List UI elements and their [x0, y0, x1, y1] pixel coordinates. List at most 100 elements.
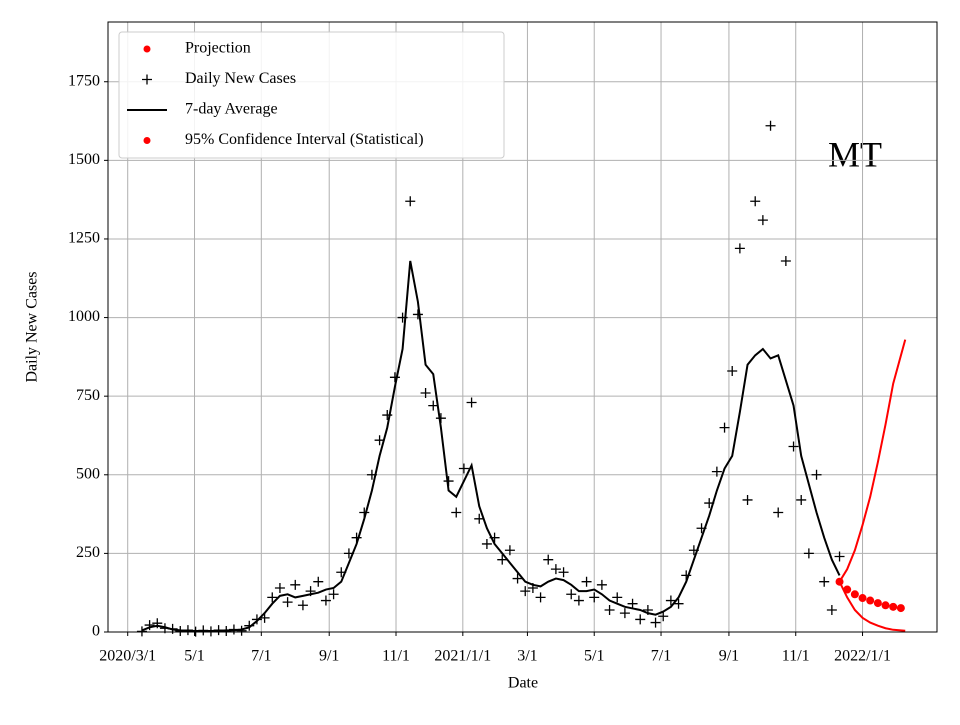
daily-case-marker [566, 589, 577, 600]
x-tick-label: 9/1 [319, 648, 339, 665]
projection-point [843, 585, 852, 594]
y-tick-label: 500 [76, 465, 100, 482]
daily-case-marker [796, 494, 807, 505]
daily-case-marker [811, 469, 822, 480]
y-tick-label: 750 [76, 387, 100, 404]
legend-symbol [143, 137, 151, 144]
daily-case-marker [727, 366, 738, 377]
daily-case-marker [451, 507, 462, 518]
daily-case-marker [627, 598, 638, 609]
legend-label: Projection [185, 40, 251, 57]
y-axis-label: Daily New Cases [24, 271, 41, 382]
projection-point [873, 599, 882, 608]
daily-case-marker [604, 604, 615, 615]
daily-case-marker [658, 611, 669, 622]
daily-case-marker [558, 567, 569, 578]
daily-case-marker [274, 582, 285, 593]
y-tick-label: 1250 [68, 230, 100, 247]
daily-case-marker [520, 586, 531, 597]
daily-case-marker [320, 595, 331, 606]
ci-lower-line [838, 581, 906, 632]
daily-case-marker [512, 573, 523, 584]
projection-point [835, 577, 844, 586]
x-axis-label: Date [508, 675, 538, 692]
daily-case-marker [297, 600, 308, 611]
y-tick-label: 1000 [68, 308, 100, 325]
projection-point [896, 604, 905, 613]
daily-case-marker [282, 597, 293, 608]
daily-case-marker [819, 576, 830, 587]
projection-point [858, 594, 867, 603]
legend-box [118, 31, 505, 159]
daily-case-marker [481, 538, 492, 549]
daily-case-marker [619, 608, 630, 619]
daily-case-marker [328, 589, 339, 600]
legend-label: 95% Confidence Interval (Statistical) [185, 131, 424, 148]
daily-case-marker [635, 614, 646, 625]
daily-case-marker [596, 579, 607, 590]
daily-case-marker [313, 576, 324, 587]
daily-case-marker [412, 309, 423, 320]
daily-case-marker [803, 548, 814, 559]
daily-case-marker [581, 576, 592, 587]
daily-case-marker [757, 215, 768, 226]
daily-case-marker [788, 441, 799, 452]
daily-case-marker [589, 592, 600, 603]
x-tick-label: 9/1 [719, 648, 739, 665]
projection-point [850, 590, 859, 599]
projection-point [889, 602, 898, 611]
projection-point [881, 601, 890, 610]
x-tick-label: 11/1 [782, 648, 810, 665]
daily-case-marker [251, 614, 262, 625]
daily-case-marker [144, 620, 155, 631]
daily-case-marker [405, 196, 416, 207]
legend-label: Daily New Cases [185, 70, 296, 87]
y-tick-label: 1500 [68, 151, 100, 168]
daily-case-marker [612, 592, 623, 603]
daily-case-marker [573, 595, 584, 606]
ci-upper-line [838, 339, 907, 583]
daily-case-marker [673, 598, 684, 609]
average-line [141, 260, 841, 633]
y-tick-label: 0 [92, 623, 100, 640]
daily-case-marker [543, 554, 554, 565]
x-tick-label: 7/1 [651, 648, 671, 665]
daily-case-marker [773, 507, 784, 518]
legend-symbol [142, 74, 152, 85]
x-tick-label: 2022/1/1 [834, 648, 891, 665]
daily-case-marker [734, 243, 745, 254]
y-tick-label: 250 [76, 544, 100, 561]
x-tick-label: 5/1 [584, 648, 604, 665]
daily-case-marker [267, 592, 278, 603]
daily-case-marker [290, 579, 301, 590]
daily-case-marker [466, 397, 477, 408]
daily-case-marker [742, 494, 753, 505]
x-tick-label: 2020/3/1 [99, 648, 156, 665]
daily-case-marker [765, 120, 776, 131]
daily-case-marker [458, 463, 469, 474]
x-tick-label: 3/1 [517, 648, 537, 665]
daily-case-marker [834, 551, 845, 562]
annotation: MT [828, 134, 882, 174]
daily-case-marker [497, 554, 508, 565]
daily-case-marker [711, 466, 722, 477]
legend-symbol [143, 45, 151, 53]
x-tick-label: 2021/1/1 [434, 648, 491, 665]
daily-case-marker [550, 564, 561, 575]
daily-case-marker [389, 372, 400, 383]
daily-case-marker [535, 592, 546, 603]
daily-case-marker [719, 422, 730, 433]
projection-point [866, 596, 875, 605]
daily-case-marker [665, 595, 676, 606]
daily-case-marker [136, 626, 147, 637]
plot-frame [107, 21, 938, 633]
legend: Projection Daily New Cases 7-day Average 95… [118, 31, 505, 159]
daily-case-marker [420, 388, 431, 399]
daily-case-marker [826, 604, 837, 615]
daily-case-marker [780, 255, 791, 266]
daily-case-marker [650, 617, 661, 628]
y-tick-label: 1750 [68, 72, 100, 89]
daily-case-marker [428, 400, 439, 411]
